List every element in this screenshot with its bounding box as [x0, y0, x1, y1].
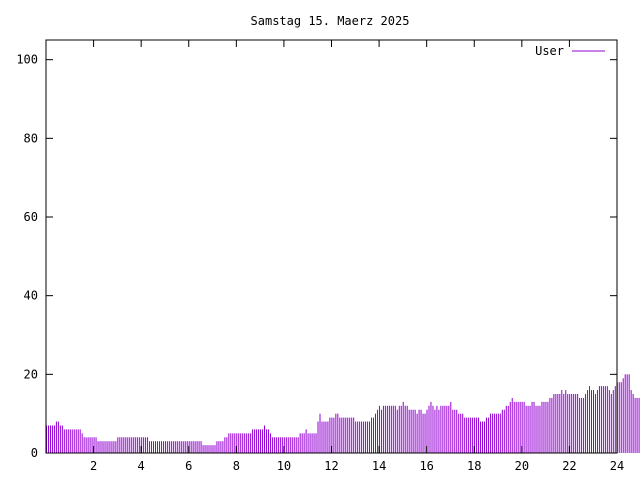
legend: User [535, 44, 605, 58]
bar-series [46, 374, 640, 453]
x-tick-label: 4 [138, 459, 145, 473]
x-tick-label: 12 [324, 459, 338, 473]
x-tick-label: 6 [185, 459, 192, 473]
x-tick-label: 14 [372, 459, 386, 473]
legend-label-user: User [535, 44, 564, 58]
y-tick-label: 20 [24, 367, 38, 381]
x-tick-label: 20 [515, 459, 529, 473]
x-tick-label: 2 [90, 459, 97, 473]
plot-frame [45, 39, 618, 454]
y-tick-label: 60 [24, 210, 38, 224]
y-tick-label: 40 [24, 289, 38, 303]
x-tick-label: 24 [610, 459, 624, 473]
x-tick-label: 16 [419, 459, 433, 473]
chart-title: Samstag 15. Maerz 2025 [251, 14, 410, 28]
x-tick-label: 10 [277, 459, 291, 473]
y-tick-label: 80 [24, 131, 38, 145]
x-tick-label: 22 [562, 459, 576, 473]
y-tick-label: 100 [16, 53, 38, 67]
x-tick-label: 8 [233, 459, 240, 473]
x-tick-label: 18 [467, 459, 481, 473]
y-tick-label: 0 [31, 446, 38, 460]
